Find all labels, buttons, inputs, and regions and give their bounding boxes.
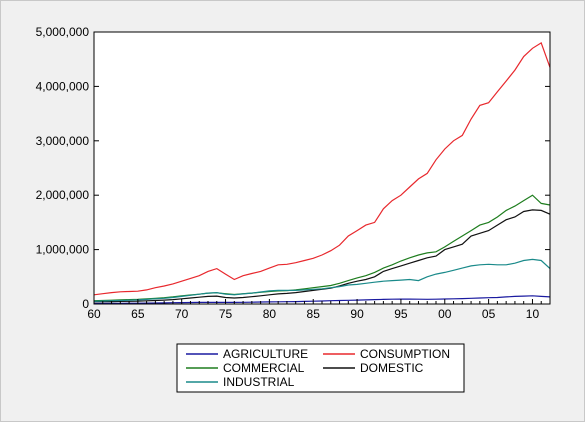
- series-line-consumption: [93, 41, 551, 296]
- y-tick-label: 4,000,000: [36, 79, 90, 93]
- x-tick-label: 65: [131, 307, 145, 321]
- legend-label-agriculture: AGRICULTURE: [223, 347, 308, 361]
- y-axis: 0 1,000,000 2,000,000 3,000,000 4,000,000 5,0…: [36, 25, 550, 311]
- y-tick-label: 2,000,000: [36, 188, 90, 202]
- y-tick-label: 1,000,000: [36, 243, 90, 257]
- y-tick-label: 5,000,000: [36, 25, 90, 39]
- legend-label-domestic: DOMESTIC: [360, 361, 424, 375]
- x-tick-label: 70: [175, 307, 189, 321]
- legend-label-consumption: CONSUMPTION: [360, 347, 450, 361]
- legend-box: [176, 343, 465, 393]
- legend: AGRICULTURE CONSUMPTION COMMERCIAL DOMESTIC…: [176, 343, 465, 393]
- x-tick-label: 80: [263, 307, 277, 321]
- x-tick-label: 75: [219, 307, 233, 321]
- x-tick-label: 10: [526, 307, 540, 321]
- y-tick-label: 0: [82, 297, 89, 311]
- series-line-industrial: [93, 258, 551, 302]
- x-tick-label: 00: [438, 307, 452, 321]
- x-tick-label: 85: [307, 307, 321, 321]
- x-tick-label: 90: [350, 307, 364, 321]
- series-layer: [93, 41, 551, 305]
- legend-label-commercial: COMMERCIAL: [223, 361, 305, 375]
- legend-label-industrial: INDUSTRIAL: [223, 375, 295, 389]
- x-axis: 60 65 70 75 80 85 90 95 00 05 10: [87, 299, 551, 321]
- y-tick-label: 3,000,000: [36, 134, 90, 148]
- x-tick-label: 95: [394, 307, 408, 321]
- x-tick-label: 05: [482, 307, 496, 321]
- plot-area: [94, 32, 550, 304]
- x-tick-label: 60: [87, 307, 101, 321]
